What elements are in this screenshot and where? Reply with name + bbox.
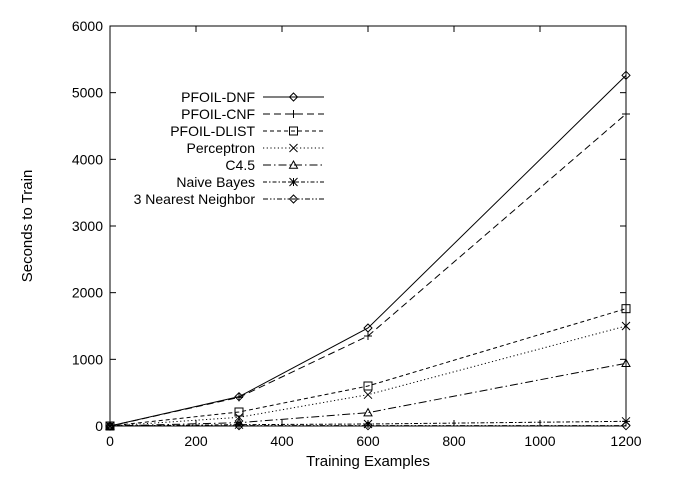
plot-frame	[109, 25, 627, 427]
x-tick-label: 800	[442, 433, 466, 449]
series-line-6	[109, 420, 627, 427]
axis-ticks: 0 200 400 600 800 1000 1200 0 1000 2000 3000 4000 50…	[72, 18, 642, 449]
x-tick-label: 200	[184, 433, 208, 449]
legend: PFOIL-DNFPFOIL-CNFPFOIL-DLISTPerceptronC…	[134, 89, 324, 207]
series-line-3	[109, 308, 627, 427]
x-tick-label: 0	[106, 433, 114, 449]
x-tick-label: 400	[270, 433, 294, 449]
series-lines	[109, 74, 627, 427]
series-2-point	[235, 393, 243, 402]
x-tick-label: 1000	[524, 433, 555, 449]
series-6-point	[363, 419, 373, 429]
series-line-4	[109, 325, 627, 427]
series-3-point	[234, 407, 244, 417]
series-7-point	[363, 420, 373, 431]
legend-label: 3 Nearest Neighbor	[134, 191, 256, 207]
y-tick-label: 6000	[72, 18, 103, 34]
x-tick-label: 600	[356, 433, 380, 449]
x-tick-label: 1200	[610, 433, 641, 449]
series-4-point	[363, 390, 373, 400]
series-2-point	[622, 110, 630, 118]
legend-marker	[288, 159, 299, 169]
series-1-point	[621, 70, 631, 81]
series-5-point	[363, 407, 373, 417]
series-3-point	[621, 304, 631, 314]
series-4-point	[621, 321, 631, 331]
y-tick-label: 1000	[72, 351, 103, 367]
y-tick-label: 2000	[72, 285, 103, 301]
series-2-point	[364, 332, 372, 340]
legend-label: PFOIL-DNF	[181, 89, 255, 105]
series-6-point	[105, 421, 115, 431]
series-4-point	[234, 412, 244, 422]
y-tick-label: 4000	[72, 151, 103, 167]
y-tick-label: 0	[95, 418, 103, 434]
legend-label: Naive Bayes	[176, 174, 255, 190]
legend-marker	[289, 110, 298, 118]
x-axis-label: Training Examples	[306, 453, 430, 470]
y-tick-label: 3000	[72, 218, 103, 234]
legend-marker	[289, 143, 298, 153]
series-6-point	[234, 420, 244, 430]
y-axis-label: Seconds to Train	[19, 170, 36, 283]
series-points	[105, 70, 631, 431]
legend-marker	[288, 194, 299, 204]
series-line-5	[109, 362, 627, 427]
legend-marker	[289, 177, 298, 187]
series-7-point	[234, 420, 244, 431]
legend-label: Perceptron	[187, 140, 255, 156]
series-3-point	[363, 381, 373, 391]
series-5-point	[621, 358, 631, 368]
series-line-2	[109, 113, 627, 427]
legend-label: C4.5	[225, 157, 255, 173]
legend-label: PFOIL-DLIST	[170, 123, 255, 139]
legend-label: PFOIL-CNF	[181, 106, 255, 122]
series-7-point	[105, 421, 115, 431]
legend-marker	[289, 126, 298, 136]
y-tick-label: 5000	[72, 85, 103, 101]
series-7-point	[621, 420, 631, 431]
legend-marker	[288, 92, 299, 102]
